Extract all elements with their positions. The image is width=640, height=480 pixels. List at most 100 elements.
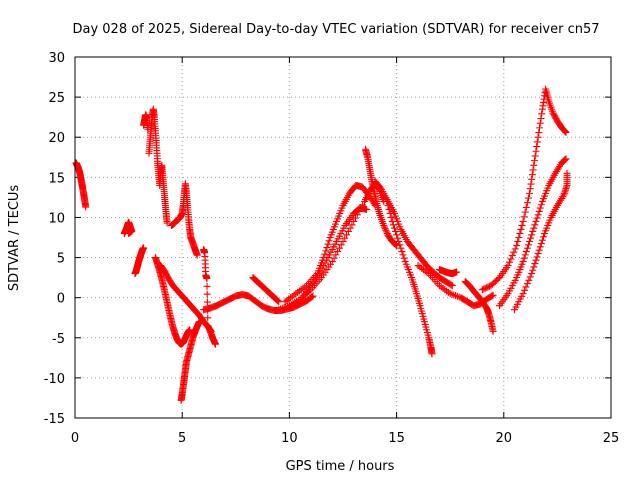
data-point (393, 231, 401, 239)
data-point (519, 290, 527, 298)
data-point (383, 197, 391, 205)
data-point (203, 298, 211, 306)
data-point (561, 156, 569, 164)
data-point (489, 291, 497, 299)
y-tick-label: 10 (48, 211, 65, 226)
y-tick-label: -5 (52, 332, 65, 347)
data-point (391, 240, 399, 248)
data-point (203, 290, 211, 298)
data-point (520, 254, 528, 262)
data-point (523, 280, 531, 288)
data-point (381, 225, 389, 233)
data-point (535, 207, 543, 215)
data-point (335, 244, 343, 252)
data-point (363, 205, 371, 213)
data-point (82, 203, 90, 211)
data-point (390, 224, 398, 232)
y-tick-label: 5 (57, 252, 65, 267)
data-point (186, 326, 194, 334)
data-point (344, 227, 352, 235)
data-point (275, 298, 283, 306)
data-point (529, 266, 537, 274)
data-point (535, 246, 543, 254)
data-point (520, 213, 528, 221)
x-tick-label: 5 (178, 431, 186, 446)
data-point (211, 340, 219, 348)
data-point (337, 241, 345, 249)
data-point (163, 219, 171, 227)
data-point (522, 203, 530, 211)
data-point (397, 244, 405, 252)
data-point (525, 276, 533, 284)
data-point (529, 227, 537, 235)
x-axis-label: GPS time / hours (286, 459, 395, 474)
data-point (323, 244, 331, 252)
data-point (532, 217, 540, 225)
data-point (322, 247, 330, 255)
data-point (447, 281, 455, 289)
data-point (531, 157, 539, 165)
data-point (324, 240, 332, 248)
data-point (531, 260, 539, 268)
y-tick-label: 30 (48, 51, 65, 66)
data-point (386, 209, 394, 217)
data-point (527, 234, 535, 242)
data-point (559, 193, 567, 201)
data-point (507, 255, 515, 263)
data-point (530, 263, 538, 271)
data-point (561, 156, 569, 164)
data-point (534, 250, 542, 258)
x-axis: 0 5 10 15 20 25 (71, 57, 619, 446)
plot-area (72, 85, 571, 404)
data-point (387, 213, 395, 221)
data-point (533, 143, 541, 151)
data-point (396, 241, 404, 249)
data-point (519, 217, 527, 225)
plot-frame (74, 56, 612, 419)
data-point (529, 166, 537, 174)
data-point (428, 350, 436, 358)
data-point (394, 234, 402, 242)
data-point (514, 238, 522, 246)
data-point (380, 223, 388, 231)
data-point (561, 128, 569, 136)
data-point (508, 252, 516, 260)
data-point (538, 236, 546, 244)
data-point (489, 327, 497, 335)
data-point (398, 248, 406, 256)
y-tick-label: -15 (44, 412, 65, 427)
data-point (562, 155, 570, 163)
data-point (521, 208, 529, 216)
data-point (562, 128, 570, 136)
data-point (273, 296, 281, 304)
data-point (511, 245, 519, 253)
data-point (308, 293, 316, 301)
data-point (534, 133, 542, 141)
data-point (330, 254, 338, 262)
data-point (524, 241, 532, 249)
x-tick-label: 20 (496, 431, 513, 446)
data-point (321, 250, 329, 258)
data-point (531, 221, 539, 229)
data-point (523, 199, 531, 207)
data-point (380, 221, 388, 229)
data-point (504, 262, 512, 270)
data-point (528, 270, 536, 278)
data-point (325, 237, 333, 245)
data-point (140, 244, 148, 252)
data-point (515, 234, 523, 241)
data-point (448, 282, 456, 290)
data-point (518, 221, 526, 229)
data-point (526, 185, 534, 193)
data-point (382, 193, 390, 201)
data-point (537, 240, 545, 248)
y-tick-label: 20 (48, 131, 65, 146)
data-point (527, 180, 535, 188)
data-point (563, 169, 571, 177)
data-point (522, 283, 530, 291)
data-point (534, 211, 542, 219)
data-point (530, 224, 538, 232)
data-point (195, 318, 203, 326)
data-point (521, 286, 529, 294)
